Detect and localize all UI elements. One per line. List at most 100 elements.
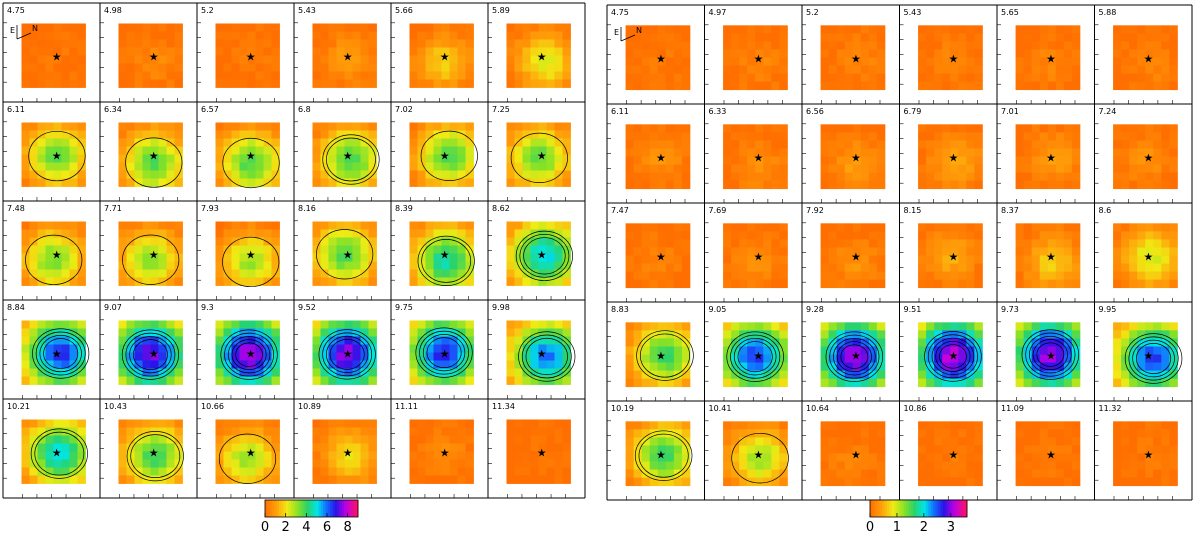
map-pixel <box>174 55 183 64</box>
map-pixel <box>255 130 264 139</box>
map-pixel <box>966 346 975 355</box>
colorbar-segment <box>353 500 357 517</box>
map-pixel <box>1121 41 1130 50</box>
map-pixel <box>142 23 151 32</box>
colorbar-tick-label: 0 <box>261 520 269 534</box>
contour-line <box>422 334 466 372</box>
map-pixel <box>336 435 345 444</box>
map-pixel <box>665 25 675 34</box>
map-pixel <box>562 31 571 40</box>
map-pixel <box>844 156 854 165</box>
map-pixel <box>1031 469 1041 479</box>
map-pixel <box>134 63 143 72</box>
map-pixel <box>1063 429 1073 438</box>
map-pixel <box>771 239 780 248</box>
map-pixel <box>1161 421 1170 430</box>
map-pixel <box>320 122 329 131</box>
map-pixel <box>441 130 450 139</box>
map-pixel <box>641 338 651 347</box>
map-pixel <box>554 328 563 337</box>
map-pixel <box>320 79 329 88</box>
map-pixel <box>958 247 967 256</box>
map-pixel <box>779 164 788 173</box>
map-pixel <box>836 255 846 264</box>
map-pixel <box>37 122 46 131</box>
channel-map: ★5.43 <box>294 6 377 102</box>
map-pixel <box>926 429 935 438</box>
map-pixel <box>45 79 54 88</box>
map-pixel <box>828 477 838 487</box>
map-pixel <box>530 138 539 147</box>
map-pixel <box>665 370 675 380</box>
map-pixel <box>554 170 563 179</box>
map-pixel <box>1047 172 1057 182</box>
map-pixel <box>69 154 78 163</box>
map-pixel <box>554 178 563 187</box>
map-pixel <box>336 419 345 428</box>
map-pixel <box>457 146 466 155</box>
map-pixel <box>158 154 167 163</box>
map-pixel <box>1169 25 1178 34</box>
map-pixel <box>231 229 240 238</box>
contour-line <box>518 331 576 382</box>
map-pixel <box>530 352 539 361</box>
map-pixel <box>158 344 167 353</box>
map-pixel <box>779 148 788 157</box>
map-pixel <box>860 330 870 339</box>
map-pixel <box>681 429 691 438</box>
map-pixel <box>215 47 224 56</box>
map-pixel <box>320 261 329 270</box>
map-pixel <box>247 31 256 40</box>
map-pixel <box>755 362 764 371</box>
channel-map: ★6.33 <box>704 107 788 203</box>
map-pixel <box>126 146 135 155</box>
map-pixel <box>61 352 70 361</box>
map-pixel <box>681 445 691 454</box>
map-pixel <box>142 245 151 254</box>
channel-label: 8.84 <box>7 303 25 312</box>
map-pixel <box>174 475 183 484</box>
map-pixel <box>1063 362 1073 371</box>
map-pixel <box>1153 148 1162 157</box>
map-pixel <box>723 338 732 347</box>
map-pixel <box>852 437 862 446</box>
map-pixel <box>166 55 175 64</box>
map-pixel <box>29 435 38 444</box>
map-pixel <box>966 453 975 462</box>
map-pixel <box>844 445 854 454</box>
map-pixel <box>625 172 635 182</box>
map-pixel <box>1129 223 1138 232</box>
map-pixel <box>828 322 838 331</box>
map-pixel <box>554 47 563 56</box>
map-pixel <box>433 269 442 278</box>
map-pixel <box>37 328 46 337</box>
map-pixel <box>681 322 691 331</box>
map-pixel <box>352 170 361 179</box>
map-pixel <box>763 338 772 347</box>
map-pixel <box>118 419 127 428</box>
colorbar-segment <box>942 500 946 517</box>
map-pixel <box>1161 445 1170 454</box>
map-pixel <box>625 49 635 58</box>
map-pixel <box>974 65 983 74</box>
map-pixel <box>247 328 256 337</box>
map-pixel <box>368 162 377 171</box>
map-pixel <box>457 170 466 179</box>
map-pixel <box>958 255 967 264</box>
map-pixel <box>918 461 927 470</box>
map-pixel <box>747 164 756 173</box>
continuum-star: ★ <box>1046 350 1056 363</box>
map-pixel <box>457 427 466 436</box>
map-pixel <box>763 255 772 264</box>
map-pixel <box>771 429 780 438</box>
map-pixel <box>29 178 38 187</box>
map-pixel <box>457 154 466 163</box>
map-pixel <box>546 154 555 163</box>
map-pixel <box>61 253 70 262</box>
map-pixel <box>61 376 70 385</box>
map-pixel <box>1055 223 1065 232</box>
map-pixel <box>231 154 240 163</box>
map-pixel <box>731 148 740 157</box>
map-pixel <box>934 429 943 438</box>
map-pixel <box>53 360 62 369</box>
